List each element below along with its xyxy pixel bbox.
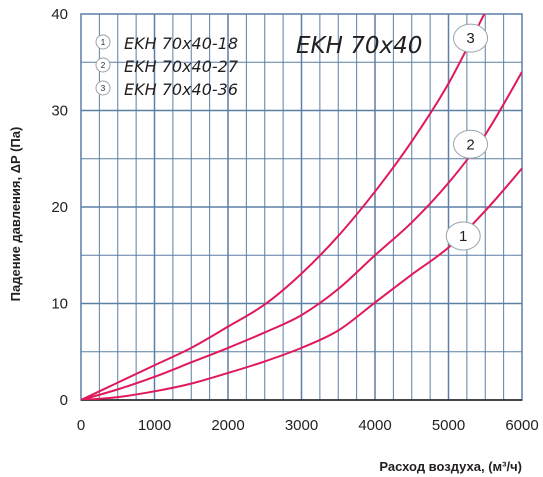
legend-badge-2: [95, 57, 111, 73]
y-tick-label: 30: [51, 103, 68, 120]
legend-badge-1: [95, 34, 111, 50]
curve-line-3: [81, 14, 486, 400]
y-tick-label: 40: [51, 6, 68, 23]
tick-labels: 0 1000 2000 3000 4000 5000 6000 0 10 20 30 40: [51, 6, 538, 434]
curves: [81, 14, 522, 400]
legend-entry: EKH 70x40-18: [124, 34, 238, 53]
y-tick-label: 10: [51, 296, 68, 313]
curve-label-badge-1: [445, 221, 481, 251]
legend: 1 EKH 70x40-18 2 EKH 70x40-27 3 EKH 70x40-36: [95, 34, 239, 99]
x-tick-label: 0: [77, 417, 85, 434]
x-tick-label: 3000: [285, 417, 318, 434]
x-tick-label: 5000: [432, 417, 465, 434]
curve-label-2: 2: [466, 136, 474, 153]
curve-label-3: 3: [466, 30, 474, 47]
x-axis-title: Расход воздуха, (м³/ч): [379, 459, 522, 474]
x-tick-label: 6000: [505, 417, 538, 434]
x-tick-label: 2000: [211, 417, 244, 434]
curve-line-1: [81, 167, 522, 400]
legend-badge-number: 3: [101, 84, 106, 93]
legend-badge-3: [95, 80, 111, 96]
legend-entry: EKH 70x40-36: [124, 80, 238, 99]
legend-badge-number: 2: [101, 61, 106, 70]
legend-entry: EKH 70x40-27: [124, 57, 239, 76]
x-tick-label: 1000: [138, 417, 171, 434]
y-axis-title: Падение давления, ΔP (Па): [8, 127, 23, 302]
curve-label-badge-3: [453, 23, 489, 53]
x-tick-label: 4000: [358, 417, 391, 434]
grid-major: [80, 13, 523, 401]
curve-line-2: [81, 71, 522, 400]
curve-label-badge-2: [453, 129, 489, 159]
y-tick-label: 0: [60, 392, 68, 409]
curve-labels: 1 2 3: [445, 23, 489, 251]
curve-label-1: 1: [459, 228, 467, 245]
legend-badge-number: 1: [101, 38, 106, 47]
y-tick-label: 20: [51, 199, 68, 216]
chart-title: EKH 70x40: [296, 33, 422, 59]
